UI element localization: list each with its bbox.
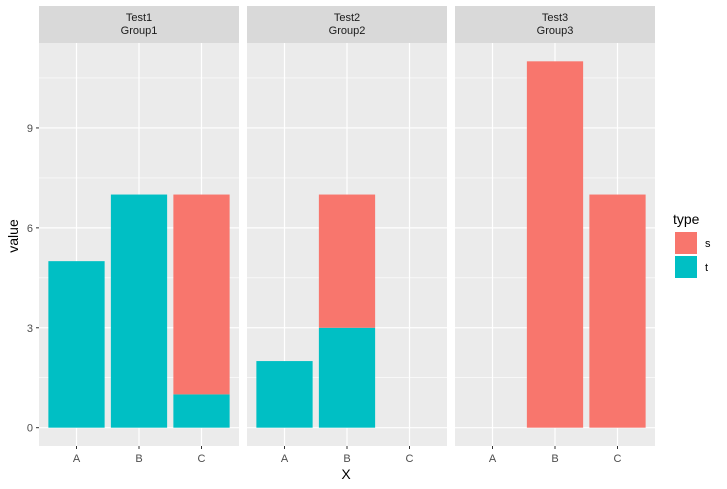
legend: type st bbox=[673, 211, 711, 278]
bar-t-b bbox=[110, 194, 168, 428]
x-tick-label: C bbox=[406, 453, 414, 465]
x-tick-label: C bbox=[198, 453, 206, 465]
facet-strip-label: Test1 bbox=[126, 12, 152, 24]
y-tick-label: 9 bbox=[27, 123, 33, 135]
y-tick-label: 3 bbox=[27, 323, 33, 335]
legend-title: type bbox=[673, 211, 700, 227]
y-axis-title: value bbox=[5, 219, 21, 253]
bar-t-a bbox=[256, 361, 313, 428]
bar-t-c bbox=[173, 394, 230, 428]
facet-strip-label: Group3 bbox=[537, 25, 574, 37]
x-axis-title: X bbox=[341, 466, 351, 482]
bar-t-b bbox=[318, 327, 376, 428]
bar-s-b bbox=[318, 194, 376, 328]
legend-key-s bbox=[675, 232, 697, 254]
legend-label-t: t bbox=[705, 262, 708, 274]
y-axis: 0 3 6 9 bbox=[27, 123, 39, 435]
x-tick-label: C bbox=[614, 453, 622, 465]
bar-s-c bbox=[173, 194, 230, 395]
x-tick-label: B bbox=[343, 453, 350, 465]
x-tick-label: B bbox=[551, 453, 558, 465]
x-tick-label: A bbox=[73, 453, 81, 465]
facet-strip bbox=[39, 6, 239, 43]
x-tick-label: B bbox=[135, 453, 142, 465]
x-tick-label: A bbox=[281, 453, 289, 465]
facet-strip-label: Test2 bbox=[334, 12, 360, 24]
x-tick-label: A bbox=[489, 453, 497, 465]
facet-strip-label: Group1 bbox=[121, 25, 158, 37]
bar-s-c bbox=[589, 194, 646, 428]
bar-t-a bbox=[48, 261, 105, 428]
facet-strip-label: Test3 bbox=[542, 12, 568, 24]
facet-strip-label: Group2 bbox=[329, 25, 366, 37]
y-tick-label: 6 bbox=[27, 223, 33, 235]
legend-label-s: s bbox=[705, 238, 711, 250]
facet-strip bbox=[455, 6, 655, 43]
y-tick-label: 0 bbox=[27, 423, 33, 435]
legend-key-t bbox=[675, 256, 697, 278]
facet-strip bbox=[247, 6, 447, 43]
bar-s-b bbox=[526, 61, 584, 428]
